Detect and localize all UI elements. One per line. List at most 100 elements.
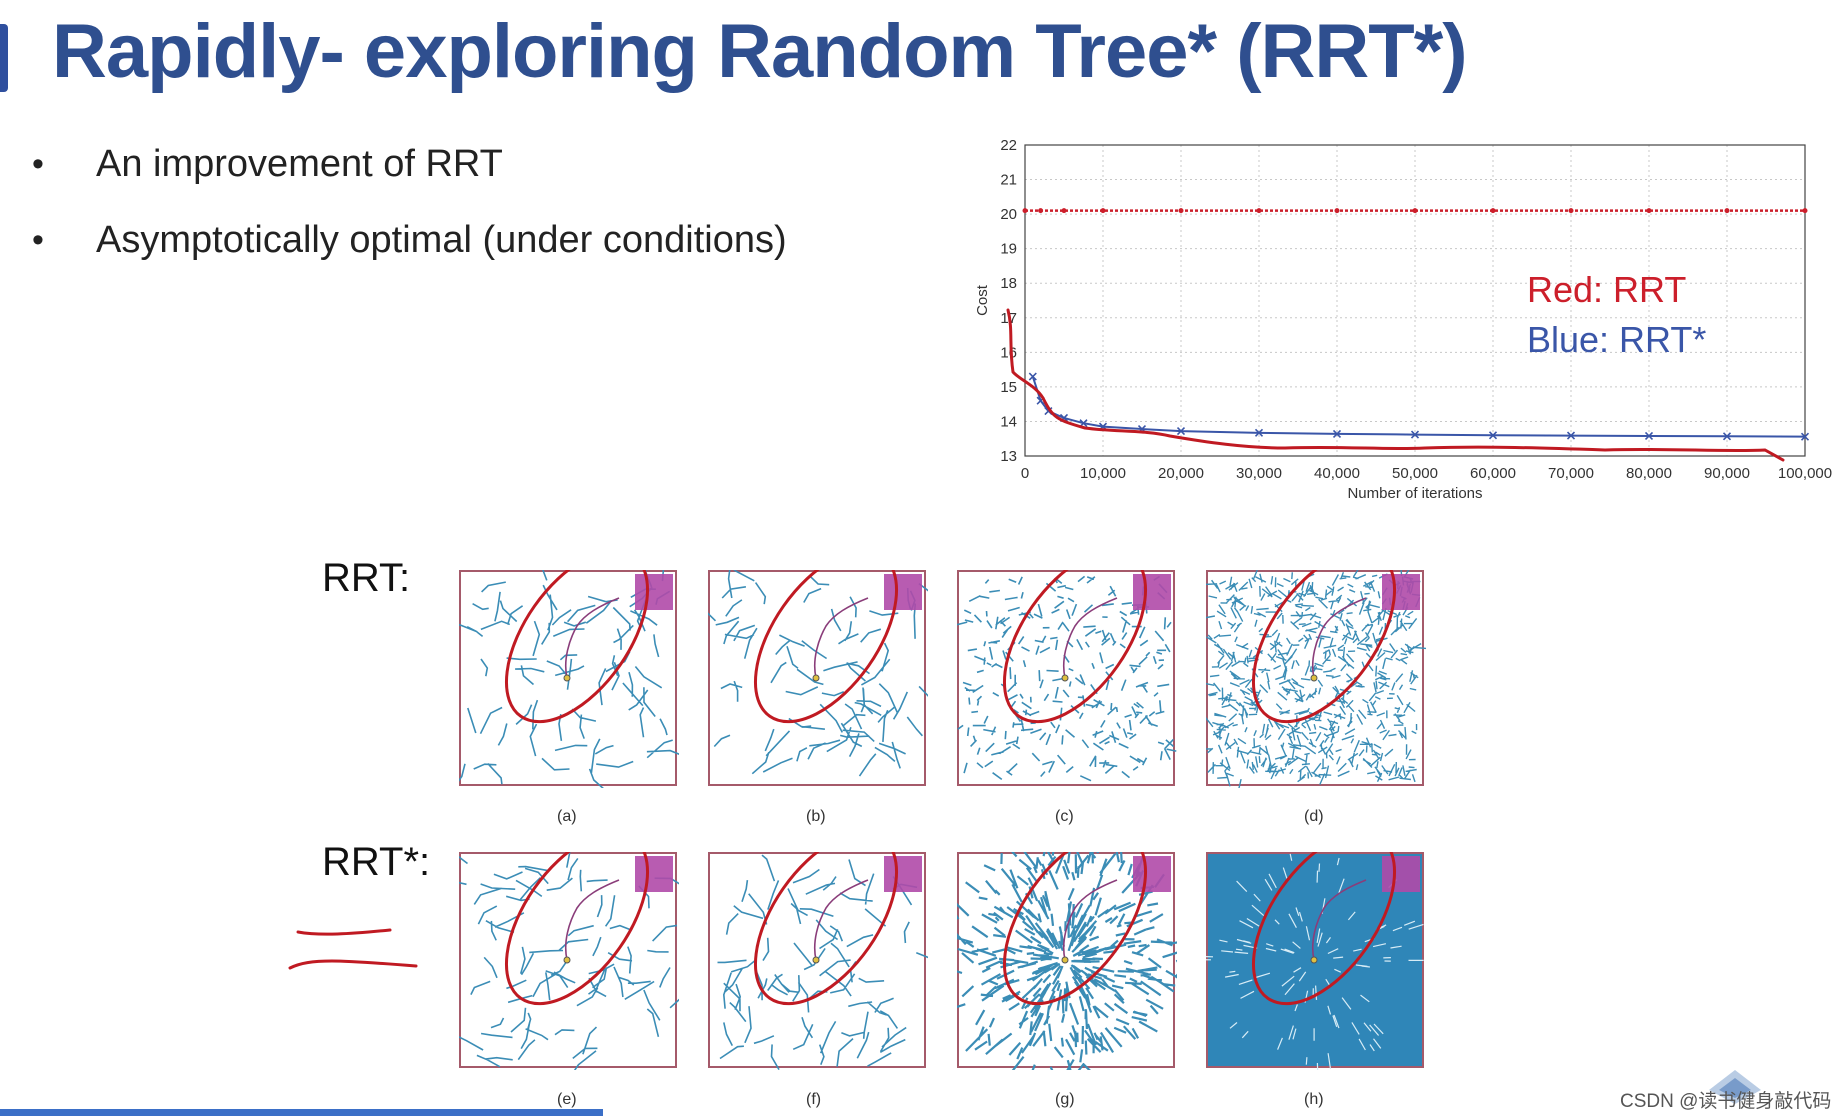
handwritten-ellipse xyxy=(753,852,899,1006)
y-tick-label: 19 xyxy=(1000,241,1017,258)
goal-region xyxy=(635,856,673,892)
goal-region xyxy=(1382,856,1420,892)
cost-chart: 0 10,000 20,000 30,000 40,000 50,000 60,000 70,… xyxy=(974,137,1832,502)
handwritten-marks xyxy=(288,928,418,970)
panel-caption: (c) xyxy=(1055,808,1074,825)
bullet-text: An improvement of RRT xyxy=(96,143,503,185)
watermark-text: CSDN @读书健身敲代码 xyxy=(1620,1091,1832,1112)
solution-path xyxy=(1311,597,1367,679)
handwritten-ellipse xyxy=(1002,852,1148,1006)
watermark-logo xyxy=(1709,1070,1761,1104)
x-tick-label: 80,000 xyxy=(1626,465,1672,482)
data-point xyxy=(1722,432,1732,441)
data-point xyxy=(1334,208,1340,214)
solution-path xyxy=(564,597,620,679)
data-point xyxy=(1800,432,1810,441)
goal-region xyxy=(1133,856,1171,892)
tree-edges xyxy=(957,575,1177,782)
tree-panel xyxy=(459,852,679,1070)
handwritten-ellipse xyxy=(1251,852,1397,1006)
data-point xyxy=(1332,429,1342,438)
bullet-marker: • xyxy=(32,221,44,259)
plot-frame xyxy=(1024,144,1806,457)
handwritten-curve xyxy=(1006,308,1785,462)
start-node xyxy=(1061,674,1069,682)
y-tick-label: 22 xyxy=(1000,137,1017,154)
solution-path xyxy=(1311,879,1367,961)
data-point xyxy=(1256,208,1262,214)
handwritten-ellipse xyxy=(1002,570,1148,724)
data-point xyxy=(1490,208,1496,214)
chart-annotation: Blue: RRT* xyxy=(1527,319,1706,360)
data-point xyxy=(1254,428,1264,437)
data-point xyxy=(1488,431,1498,440)
tree-edges xyxy=(717,854,928,1070)
goal-region xyxy=(884,856,922,892)
data-point xyxy=(1566,431,1576,440)
goal-region xyxy=(1382,574,1420,610)
data-point xyxy=(1646,208,1652,214)
solution-path xyxy=(564,879,620,961)
data-point xyxy=(1568,208,1574,214)
bullet-marker: • xyxy=(32,145,44,183)
data-point xyxy=(1061,208,1067,214)
tree-panel xyxy=(459,570,679,788)
progress-bar xyxy=(0,1109,603,1116)
y-tick-label: 13 xyxy=(1000,448,1017,465)
solution-path xyxy=(813,597,869,679)
y-tick-label: 16 xyxy=(1000,344,1017,361)
chart-annotation: Red: RRT xyxy=(1527,269,1686,310)
panel-caption: (h) xyxy=(1304,1091,1324,1108)
x-tick-label: 70,000 xyxy=(1548,465,1594,482)
tree-panel xyxy=(708,852,928,1070)
title-accent-bar xyxy=(0,24,8,92)
bullet-list: • An improvement of RRT • Asymptotically o… xyxy=(28,138,787,290)
start-node xyxy=(1061,956,1069,964)
tree-panel xyxy=(1206,852,1426,1070)
goal-region xyxy=(884,574,922,610)
start-node xyxy=(812,674,820,682)
panel-caption: (d) xyxy=(1304,808,1324,825)
series-line-1 xyxy=(1031,376,1806,438)
panel-caption: (f) xyxy=(806,1091,822,1108)
bullet-text: Asymptotically optimal (under conditions… xyxy=(96,219,787,261)
x-tick-label: 20,000 xyxy=(1158,465,1204,482)
x-tick-label: 50,000 xyxy=(1392,465,1438,482)
slide-title: Rapidly- exploring Random Tree* (RRT*) xyxy=(52,9,1468,94)
x-tick-label: 100,000 xyxy=(1778,465,1832,482)
x-tick-label: 0 xyxy=(1021,465,1029,482)
data-point xyxy=(1100,208,1106,214)
x-tick-label: 40,000 xyxy=(1314,465,1360,482)
data-point xyxy=(1022,208,1028,214)
y-tick-label: 14 xyxy=(1000,413,1017,430)
tree-panel xyxy=(1206,570,1426,788)
start-node xyxy=(563,674,571,682)
y-tick-label: 18 xyxy=(1000,275,1017,292)
start-node xyxy=(1310,674,1318,682)
tree-panel xyxy=(957,852,1177,1070)
tree-edges xyxy=(957,852,1177,1070)
panel-caption: (e) xyxy=(557,1091,577,1108)
panel-caption: (b) xyxy=(806,808,826,825)
handwritten-ellipse xyxy=(753,570,899,724)
solution-path xyxy=(1062,597,1118,679)
data-point xyxy=(1724,208,1730,214)
data-point xyxy=(1028,372,1037,381)
y-axis-label: Cost xyxy=(974,284,991,316)
handwritten-ellipse xyxy=(1251,570,1397,724)
tree-panel xyxy=(708,570,928,788)
bullet-item: • An improvement of RRT xyxy=(28,138,787,214)
data-point xyxy=(1802,208,1808,214)
row-label-rrt: RRT: xyxy=(322,556,411,600)
y-tick-label: 15 xyxy=(1000,379,1017,396)
bullet-item: • Asymptotically optimal (under condition… xyxy=(28,214,787,290)
data-point xyxy=(1644,431,1654,441)
goal-region xyxy=(635,574,673,610)
start-node xyxy=(563,956,571,964)
y-tick-label: 20 xyxy=(1000,206,1017,223)
data-point xyxy=(1176,427,1186,436)
handwritten-ellipse xyxy=(504,852,650,1006)
x-tick-label: 10,000 xyxy=(1080,465,1126,482)
solution-path xyxy=(813,879,869,961)
data-point xyxy=(1178,208,1184,214)
